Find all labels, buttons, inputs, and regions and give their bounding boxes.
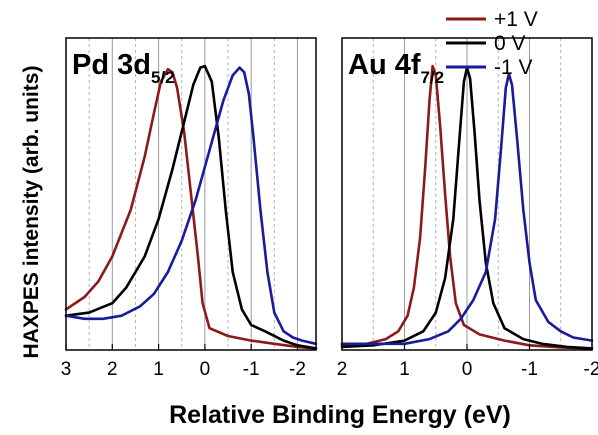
panel-pd-xtick-label-2: 1 [153,359,164,380]
panel-au-xtick-label-3: -1 [521,359,538,380]
panel-au-series-1 [340,66,594,350]
legend-label-0: +1 V [494,8,538,31]
panel-au-grid [372,38,562,350]
panel-au-label-main: Au 4f [348,49,421,81]
panel-au-xtick-label-4: -2 [584,359,598,380]
panel-pd-xtick-label-4: -1 [243,359,260,380]
panel-pd-series-2 [64,66,318,346]
panel-pd-frame [65,37,317,351]
panel-pd-label-main: Pd 3d [72,49,151,81]
panel-pd-label-sub: 5/2 [151,68,175,87]
panel-pd: 3 2 1 0 -1 -2 Pd 3d5/2 [61,37,318,380]
panel-au-xtick-label-0: 2 [337,359,348,380]
legend: +1 V0 V-1 V [446,8,538,79]
y-axis-title: HAXPES intensity (arb. units) [20,66,43,359]
panel-au-xticks: 2 1 0 -1 -2 [337,344,598,380]
panel-au: 2 1 0 -1 -2 Au 4f7/2 [337,37,598,380]
panel-pd-xticks: 3 2 1 0 -1 -2 [61,344,306,380]
panel-pd-label: Pd 3d5/2 [72,49,175,87]
panel-au-series-2 [340,72,594,346]
panel-pd-xtick-label-5: -2 [289,359,306,380]
panel-au-xtick-label-1: 1 [399,359,410,380]
panel-au-xtick-label-2: 0 [462,359,473,380]
panel-au-series-0 [340,64,594,350]
panel-pd-xtick-label-3: 0 [200,359,211,380]
panel-au-series [340,64,594,350]
legend-label-2: -1 V [494,56,533,79]
panel-pd-series-0 [64,67,318,350]
panel-au-label-sub: 7/2 [421,68,445,87]
panel-pd-xtick-label-1: 2 [107,359,118,380]
legend-label-1: 0 V [494,32,526,55]
x-axis-title: Relative Binding Energy (eV) [169,401,511,429]
panel-pd-xtick-label-0: 3 [61,359,72,380]
panel-pd-series [64,64,318,350]
panel-pd-series-1 [64,64,318,350]
panel-au-label: Au 4f7/2 [348,49,444,87]
